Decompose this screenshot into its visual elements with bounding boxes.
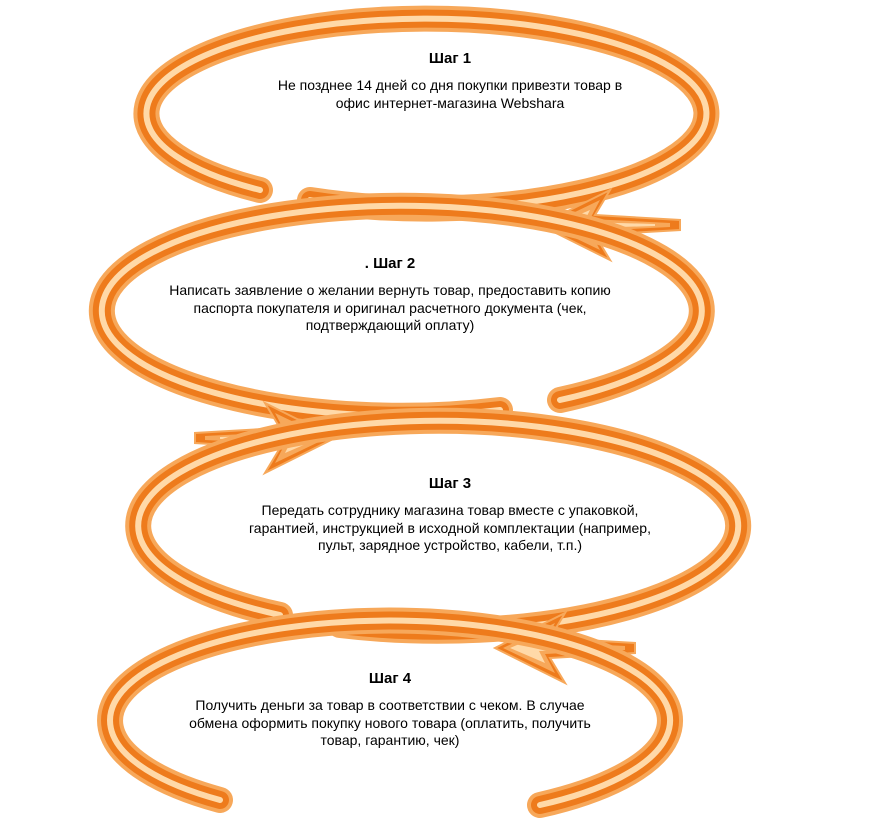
step-2: . Шаг 2 Написать заявление о желании вер… (150, 255, 630, 335)
step-1: Шаг 1 Не позднее 14 дней со дня покупки … (260, 50, 640, 112)
step-3: Шаг 3 Передать сотруднику магазина товар… (230, 475, 670, 555)
step-2-body: Написать заявление о желании вернуть тов… (150, 282, 630, 335)
step-4: Шаг 4 Получить деньги за товар в соответ… (180, 670, 600, 750)
step-2-title: . Шаг 2 (150, 255, 630, 272)
step-1-swoosh (146, 19, 706, 209)
diagram-canvas: Шаг 1 Не позднее 14 дней со дня покупки … (0, 0, 886, 823)
step-4-title: Шаг 4 (180, 670, 600, 687)
step-4-body: Получить деньги за товар в соответствии … (180, 697, 600, 750)
step-3-title: Шаг 3 (230, 475, 670, 492)
step-3-body: Передать сотруднику магазина товар вмест… (230, 502, 670, 555)
step-1-title: Шаг 1 (260, 50, 640, 67)
step-1-body: Не позднее 14 дней со дня покупки привез… (260, 77, 640, 112)
